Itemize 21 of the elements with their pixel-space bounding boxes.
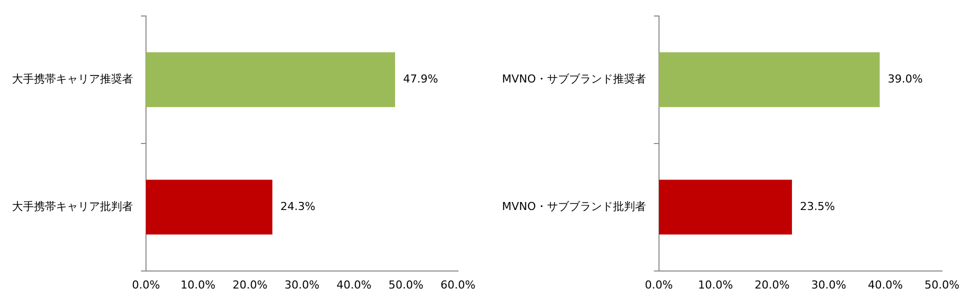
x-tick-label: 50.0% [388, 278, 424, 292]
x-tick-label: 20.0% [232, 278, 268, 292]
data-label: 24.3% [280, 200, 316, 213]
x-tick-label: 50.0% [924, 278, 960, 292]
data-label: 47.9% [403, 72, 438, 86]
x-tick-label: 40.0% [868, 278, 903, 292]
x-tick-label: 40.0% [336, 278, 372, 292]
data-label: 23.5% [800, 200, 835, 213]
x-tick-label: 10.0% [180, 278, 216, 292]
x-tick-label: 60.0% [440, 278, 476, 292]
x-tick-label: 30.0% [811, 278, 846, 292]
y-tick-label: MVNO・サブブランド批判者 [502, 200, 646, 213]
x-tick-label: 0.0% [132, 278, 160, 292]
x-tick-label: 0.0% [644, 278, 673, 292]
y-tick-label: MVNO・サブブランド推奨者 [502, 72, 646, 86]
y-tick-label: 大手携帯キャリア推奨者 [12, 72, 133, 86]
x-tick-label: 30.0% [284, 278, 320, 292]
x-tick-label: 10.0% [698, 278, 733, 292]
y-tick-label: 大手携帯キャリア批判者 [12, 200, 133, 213]
data-label: 39.0% [888, 72, 923, 86]
x-tick-label: 20.0% [754, 278, 790, 292]
